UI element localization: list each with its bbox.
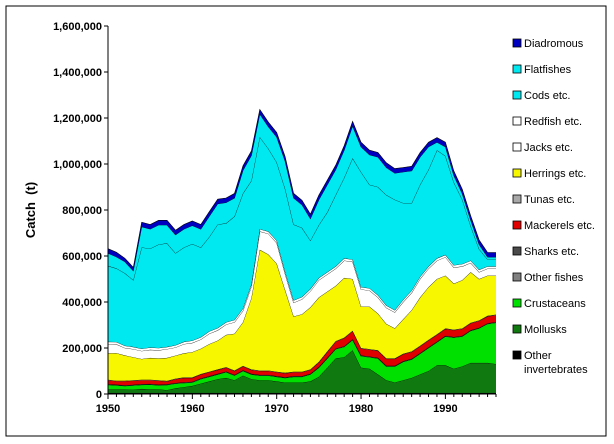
x-tick-label: 1970	[264, 403, 288, 415]
legend-swatch	[512, 194, 522, 204]
area-mackerels-etc	[108, 315, 496, 386]
legend-swatch	[512, 324, 522, 334]
area-herrings-etc	[108, 249, 496, 381]
y-tick-label: 400,000	[62, 297, 102, 309]
legend-label: Jacks etc.	[524, 142, 573, 154]
plot-area: 0 200,000 400,000 600,000 800,000 1,000,000 1,…	[53, 21, 497, 415]
x-tick-label: 1980	[349, 403, 373, 415]
y-tick-label: 0	[96, 389, 102, 401]
area-cods-etc	[108, 137, 496, 349]
x-tick-label: 1990	[433, 403, 457, 415]
legend-label: Crustaceans	[524, 298, 586, 310]
y-tick-label: 1,200,000	[53, 113, 102, 125]
legend-swatch	[512, 168, 522, 178]
stacked-areas	[107, 108, 497, 394]
legend-item-jacks-etc: Jacks etc.	[512, 142, 573, 154]
legend-label: Other invertebrates	[524, 350, 588, 376]
legend-swatch	[512, 64, 522, 74]
legend-item-other-invertebrates: Other invertebrates	[512, 350, 588, 376]
legend-swatch	[512, 38, 522, 48]
legend-swatch	[512, 90, 522, 100]
legend-item-flatfishes: Flatfishes	[512, 64, 572, 76]
legend-swatch	[512, 350, 522, 360]
legend-item-cods-etc: Cods etc.	[512, 90, 570, 102]
legend-label: Other fishes	[524, 272, 584, 284]
area-jacks-etc	[108, 231, 496, 359]
legend-label: Diadromous	[524, 38, 584, 50]
legend-label: Cods etc.	[524, 90, 570, 102]
legend-swatch	[512, 298, 522, 308]
y-tick-label: 1,000,000	[53, 159, 102, 171]
legend-swatch	[512, 220, 522, 230]
x-tick-label: 1950	[96, 403, 120, 415]
area-flatfishes	[108, 114, 496, 281]
legend-swatch	[512, 272, 522, 282]
boundary-diadromous	[107, 108, 496, 269]
legend-item-mollusks: Mollusks	[512, 324, 567, 336]
y-tick-label: 200,000	[62, 343, 102, 355]
y-tick-label: 600,000	[62, 251, 102, 263]
legend-label: Flatfishes	[524, 64, 572, 76]
legend-item-redfish-etc: Redfish etc.	[512, 116, 582, 128]
x-tick-label: 1960	[180, 403, 204, 415]
y-axis-label: Catch (t)	[23, 182, 38, 238]
legend-item-mackerels-etc: Mackerels etc.	[512, 220, 595, 232]
legend-item-sharks-etc: Sharks etc.	[512, 246, 579, 258]
legend-item-tunas-etc: Tunas etc.	[512, 194, 575, 206]
legend-label: Mollusks	[524, 324, 567, 336]
legend-item-diadromous: Diadromous	[512, 38, 584, 50]
legend-item-crustaceans: Crustaceans	[512, 298, 586, 310]
legend-label: Sharks etc.	[524, 246, 579, 258]
legend-item-other-fishes: Other fishes	[512, 272, 584, 284]
axes: 0 200,000 400,000 600,000 800,000 1,000,000 1,…	[53, 21, 497, 415]
y-tick-label: 1,400,000	[53, 67, 102, 79]
legend-label: Redfish etc.	[524, 116, 582, 128]
y-tick-label: 800,000	[62, 205, 102, 217]
y-tick-label: 1,600,000	[53, 21, 102, 33]
legend-swatch	[512, 142, 522, 152]
legend-label: Herrings etc.	[524, 168, 586, 180]
legend-item-herrings-etc: Herrings etc.	[512, 168, 586, 180]
legend-swatch	[512, 246, 522, 256]
legend: Diadromous Flatfishes Cods etc. Redfish etc…	[512, 38, 595, 376]
legend-swatch	[512, 116, 522, 126]
legend-label: Tunas etc.	[524, 194, 575, 206]
area-mollusks	[108, 350, 496, 393]
area-crustaceans	[108, 322, 496, 391]
legend-label: Mackerels etc.	[524, 220, 595, 232]
